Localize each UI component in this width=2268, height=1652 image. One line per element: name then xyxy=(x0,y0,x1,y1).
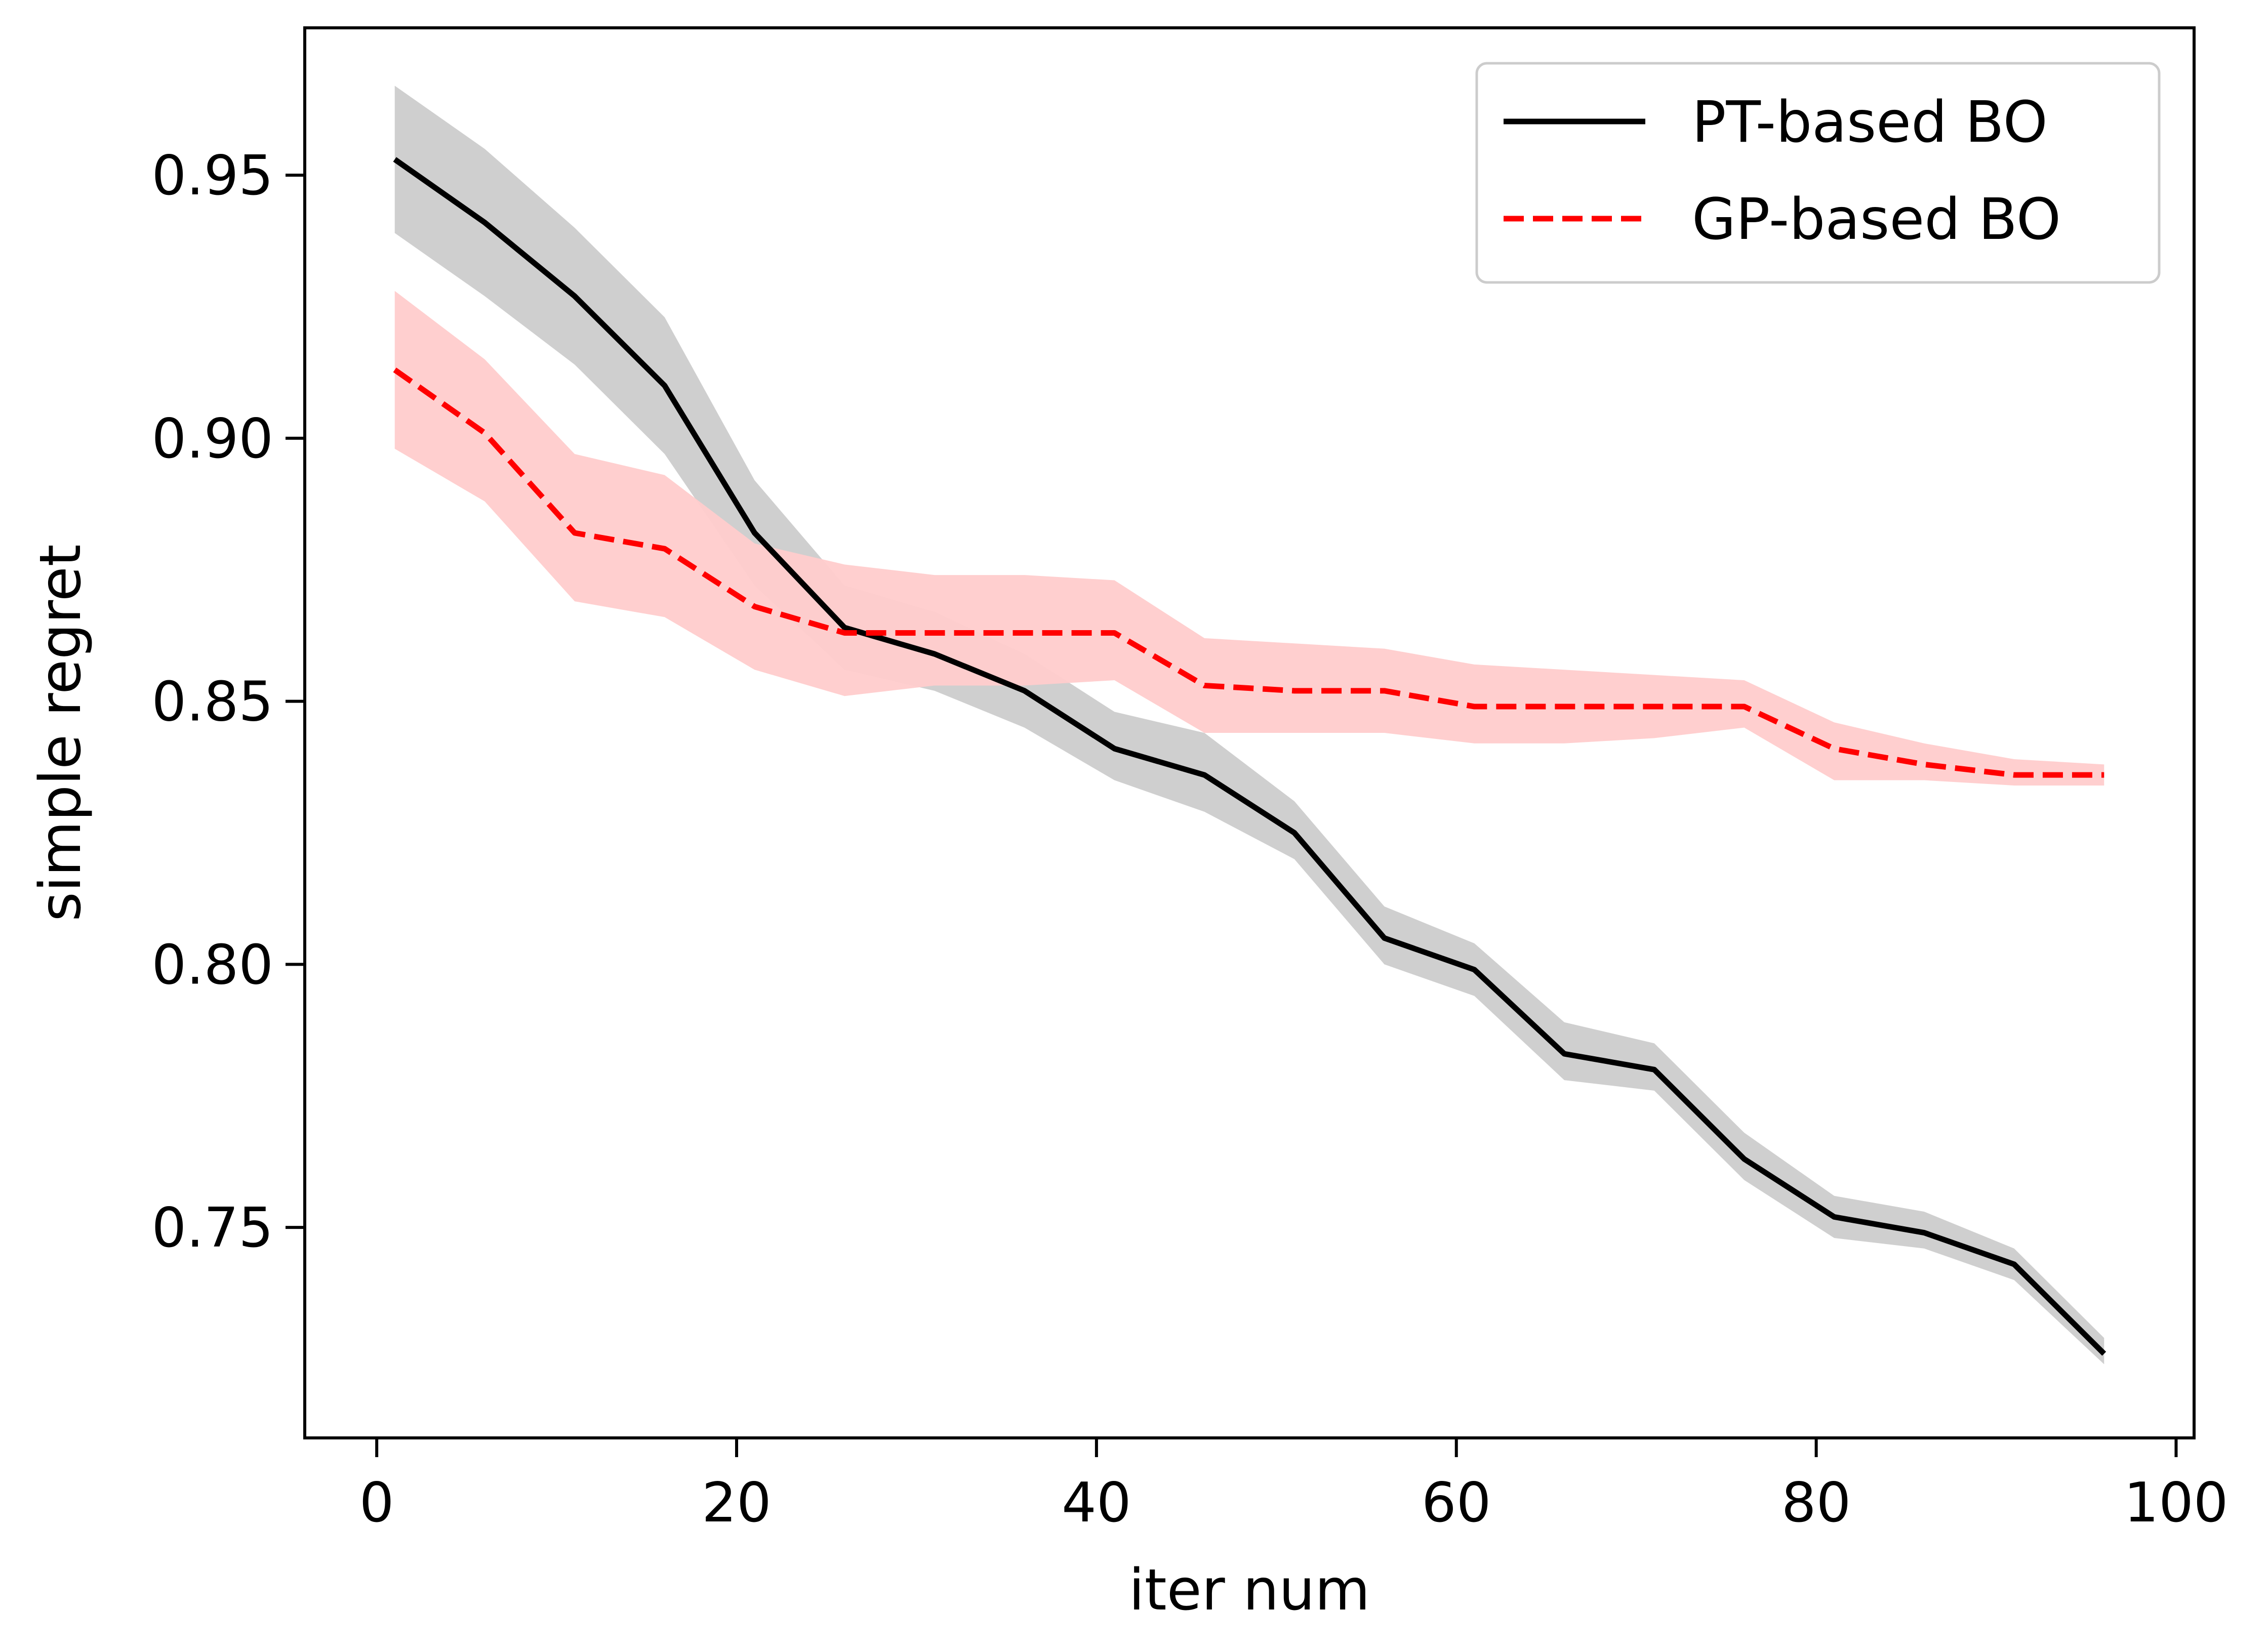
y-tick-label: 0.90 xyxy=(152,407,273,471)
x-tick-label: 0 xyxy=(359,1471,394,1535)
x-axis-label: iter num xyxy=(1129,1557,1370,1623)
x-tick-label: 60 xyxy=(1422,1471,1491,1535)
x-tick-label: 80 xyxy=(1781,1471,1851,1535)
line-pt-based-bo xyxy=(393,157,2107,1356)
y-tick-label: 0.80 xyxy=(152,933,273,997)
y-tick-label: 0.85 xyxy=(152,671,273,734)
plot-frame xyxy=(303,26,2196,1439)
x-tick-label: 40 xyxy=(1062,1471,1131,1535)
legend: PT-based BO GP-based BO xyxy=(1475,62,2161,284)
x-tick-label: 20 xyxy=(702,1471,771,1535)
legend-box xyxy=(1475,62,2161,284)
band-gp-based-bo xyxy=(394,291,2104,786)
line-gp-based-bo xyxy=(393,367,2104,778)
legend-label-pt-based-bo: PT-based BO xyxy=(1692,90,2048,155)
legend-label-gp-based-bo: GP-based BO xyxy=(1692,187,2061,253)
x-axis-ticks: 0 20 40 60 80 100 xyxy=(359,1438,2229,1535)
y-tick-label: 0.95 xyxy=(152,144,273,208)
x-tick-label: 100 xyxy=(2124,1471,2228,1535)
series-lines xyxy=(393,157,2107,1356)
y-axis-label: simple regret xyxy=(28,544,94,921)
y-tick-label: 0.75 xyxy=(152,1196,273,1260)
y-axis-ticks: 0.75 0.80 0.85 0.90 0.95 xyxy=(152,144,305,1260)
